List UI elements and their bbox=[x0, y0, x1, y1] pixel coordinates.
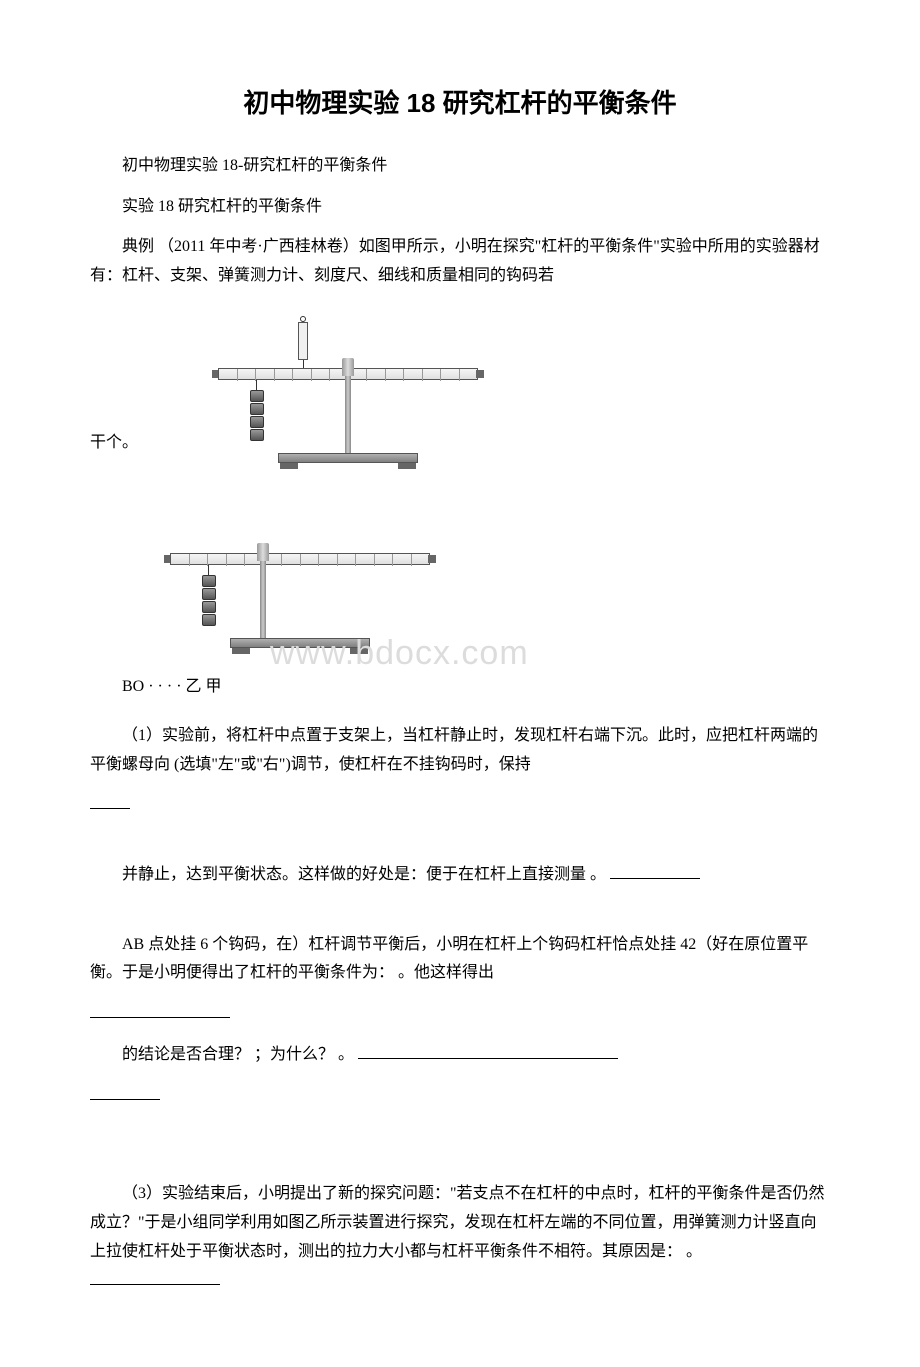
diagram-yi-wrap: www.bdocx.com bbox=[140, 493, 830, 673]
ganGe-and-diagram-row: 干个。 bbox=[90, 303, 830, 488]
base-foot-right-b bbox=[350, 648, 368, 654]
base-foot-left bbox=[280, 463, 298, 469]
stand-base bbox=[278, 453, 418, 463]
lever-tick bbox=[441, 369, 460, 381]
lever-tick bbox=[412, 554, 430, 566]
blank-2 bbox=[610, 878, 700, 879]
stand-post-b bbox=[260, 561, 266, 639]
lever-bar-b bbox=[170, 553, 430, 565]
gan-ge-text: 干个。 bbox=[90, 429, 138, 458]
base-foot-left-b bbox=[232, 648, 250, 654]
blank-5 bbox=[90, 1099, 160, 1100]
blank-3 bbox=[90, 1017, 230, 1018]
hook-weight bbox=[202, 575, 216, 587]
question-2b: 的结论是否合理？ ；为什么？ 。 bbox=[90, 1041, 830, 1070]
hook-weight bbox=[202, 614, 216, 626]
weight-string-b bbox=[208, 565, 209, 575]
lever-tick bbox=[238, 369, 257, 381]
diagram-jia bbox=[188, 308, 508, 488]
lever-tick bbox=[393, 554, 412, 566]
lever-tick bbox=[338, 554, 357, 566]
intro-paragraph: 典例 （2011 年中考·广西桂林卷）如图甲所示，小明在探究"杠杆的平衡条件"实… bbox=[90, 233, 830, 291]
spring-scale-icon bbox=[298, 322, 308, 360]
lever-tick bbox=[367, 369, 386, 381]
q2-blank-line bbox=[90, 1000, 830, 1029]
lever-tick bbox=[293, 369, 312, 381]
lever-tick bbox=[356, 554, 375, 566]
diagram-caption: BO · · · · 乙 甲 bbox=[90, 673, 830, 702]
lever-tick bbox=[404, 369, 423, 381]
lever-tick bbox=[275, 369, 294, 381]
stand-top-b bbox=[257, 543, 269, 561]
stand-base-b bbox=[230, 638, 370, 648]
question-2a: AB 点处挂 6 个钩码，在）杠杆调节平衡后，小明在杠杆上个钩码杠杆恰点处挂 4… bbox=[90, 931, 830, 989]
lever-tick bbox=[301, 554, 320, 566]
question-1a: （1）实验前，将杠杆中点置于支架上，当杠杆静止时，发现杠杆右端下沉。此时，应把杠… bbox=[90, 722, 830, 780]
spring-string bbox=[303, 360, 304, 368]
lever-tick bbox=[319, 554, 338, 566]
q1b-text: 并静止，达到平衡状态。这样做的好处是：便于在杠杆上直接测量 。 bbox=[122, 866, 606, 883]
lever-tick bbox=[171, 554, 190, 566]
balance-nut-right bbox=[476, 370, 484, 378]
lever-tick bbox=[256, 369, 275, 381]
hook-weight bbox=[202, 601, 216, 613]
q1-blank-line bbox=[90, 791, 830, 820]
q1a-text: （1）实验前，将杠杆中点置于支架上，当杠杆静止时，发现杠杆右端下沉。此时，应把杠… bbox=[90, 727, 818, 773]
question-3: （3）实验结束后，小明提出了新的探究问题："若支点不在杠杆的中点时，杠杆的平衡条… bbox=[90, 1180, 830, 1295]
hook-weight bbox=[202, 588, 216, 600]
hook-weight bbox=[250, 429, 264, 441]
spring-hook-icon bbox=[300, 316, 306, 322]
lever-tick bbox=[312, 369, 331, 381]
lever-tick bbox=[282, 554, 301, 566]
q2b-blank-line2 bbox=[90, 1082, 830, 1111]
balance-nut-right-b bbox=[428, 555, 436, 563]
stand-top bbox=[342, 358, 354, 376]
lever-tick bbox=[375, 554, 394, 566]
lever-tick bbox=[190, 554, 209, 566]
question-1b: 并静止，达到平衡状态。这样做的好处是：便于在杠杆上直接测量 。 bbox=[90, 861, 830, 890]
q2a-text: AB 点处挂 6 个钩码，在）杠杆调节平衡后，小明在杠杆上个钩码杠杆恰点处挂 4… bbox=[90, 936, 808, 982]
lever-tick bbox=[227, 554, 246, 566]
lever-tick bbox=[208, 554, 227, 566]
diagram-yi bbox=[140, 493, 460, 673]
blank-4 bbox=[358, 1058, 618, 1059]
lever-tick bbox=[460, 369, 478, 381]
subtitle-2: 实验 18 研究杠杆的平衡条件 bbox=[90, 193, 830, 222]
subtitle-1: 初中物理实验 18-研究杠杆的平衡条件 bbox=[90, 152, 830, 181]
hook-weight bbox=[250, 403, 264, 415]
weight-string-a bbox=[256, 380, 257, 390]
lever-tick bbox=[423, 369, 442, 381]
blank-6 bbox=[90, 1284, 220, 1285]
hook-weight bbox=[250, 416, 264, 428]
lever-tick bbox=[219, 369, 238, 381]
q2b-text: 的结论是否合理？ ；为什么？ 。 bbox=[122, 1046, 354, 1063]
blank-1 bbox=[90, 808, 130, 809]
page-title: 初中物理实验 18 研究杠杆的平衡条件 bbox=[90, 80, 830, 127]
base-foot-right bbox=[398, 463, 416, 469]
hook-weight bbox=[250, 390, 264, 402]
q3-text: （3）实验结束后，小明提出了新的探究问题："若支点不在杠杆的中点时，杠杆的平衡条… bbox=[90, 1185, 825, 1260]
lever-tick bbox=[386, 369, 405, 381]
stand-post bbox=[345, 376, 351, 454]
